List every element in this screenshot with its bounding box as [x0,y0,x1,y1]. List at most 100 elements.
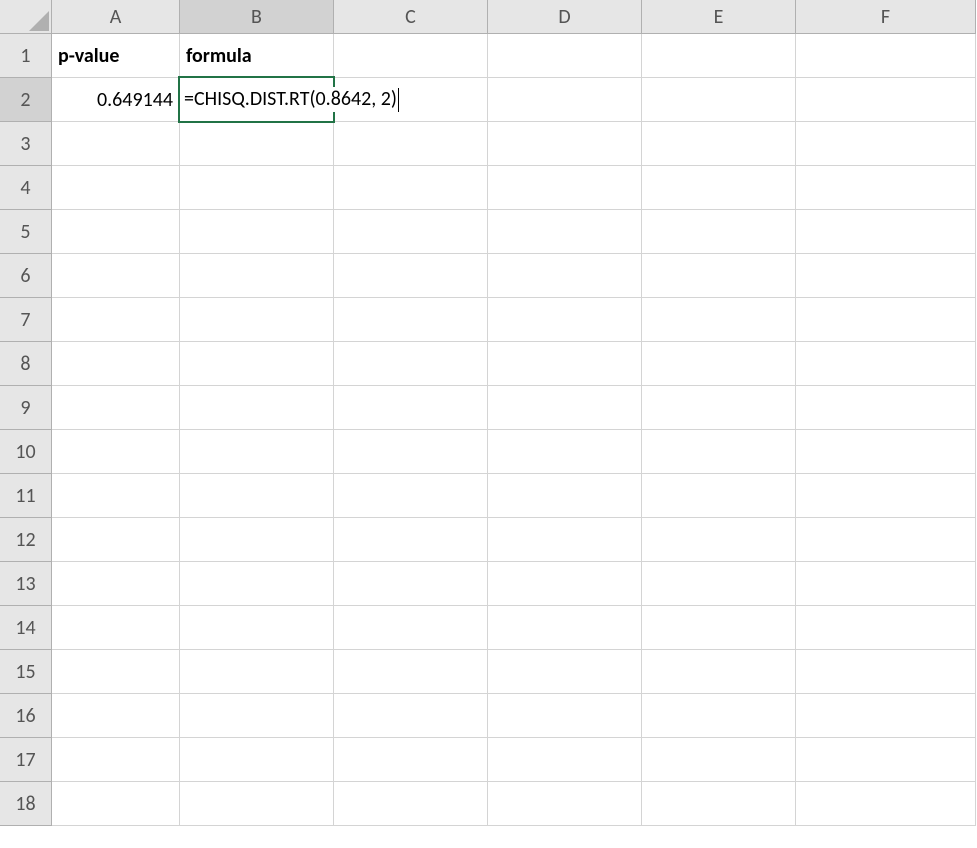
column-header-D[interactable]: D [488,0,642,34]
cell-E8[interactable] [642,342,796,386]
cell-F10[interactable] [796,430,976,474]
cell-D2[interactable] [488,78,642,122]
cell-B2[interactable]: =CHISQ.DIST.RT(0.8642, 2) [180,78,334,122]
row-header-3[interactable]: 3 [0,122,52,166]
cell-B18[interactable] [180,782,334,826]
cell-F1[interactable] [796,34,976,78]
cell-D4[interactable] [488,166,642,210]
cell-E10[interactable] [642,430,796,474]
cell-C4[interactable] [334,166,488,210]
cell-D12[interactable] [488,518,642,562]
cell-C6[interactable] [334,254,488,298]
cell-E6[interactable] [642,254,796,298]
cell-C14[interactable] [334,606,488,650]
cell-E16[interactable] [642,694,796,738]
column-header-A[interactable]: A [52,0,180,34]
cell-C7[interactable] [334,298,488,342]
cell-A12[interactable] [52,518,180,562]
cell-C8[interactable] [334,342,488,386]
cell-E14[interactable] [642,606,796,650]
row-header-8[interactable]: 8 [0,342,52,386]
cell-A10[interactable] [52,430,180,474]
select-all-corner[interactable] [0,0,52,34]
row-header-11[interactable]: 11 [0,474,52,518]
cell-F9[interactable] [796,386,976,430]
cell-D1[interactable] [488,34,642,78]
cell-D6[interactable] [488,254,642,298]
cell-E7[interactable] [642,298,796,342]
row-header-18[interactable]: 18 [0,782,52,826]
cell-A5[interactable] [52,210,180,254]
row-header-2[interactable]: 2 [0,78,52,122]
cell-E3[interactable] [642,122,796,166]
cell-A4[interactable] [52,166,180,210]
cell-F16[interactable] [796,694,976,738]
cell-C5[interactable] [334,210,488,254]
cell-B17[interactable] [180,738,334,782]
cell-D14[interactable] [488,606,642,650]
cell-A6[interactable] [52,254,180,298]
cell-A17[interactable] [52,738,180,782]
cell-B14[interactable] [180,606,334,650]
cell-F17[interactable] [796,738,976,782]
cell-B8[interactable] [180,342,334,386]
cell-D3[interactable] [488,122,642,166]
cell-F14[interactable] [796,606,976,650]
cell-F18[interactable] [796,782,976,826]
row-header-17[interactable]: 17 [0,738,52,782]
cell-F11[interactable] [796,474,976,518]
cell-B5[interactable] [180,210,334,254]
cell-E18[interactable] [642,782,796,826]
cell-A16[interactable] [52,694,180,738]
cell-D16[interactable] [488,694,642,738]
cell-C3[interactable] [334,122,488,166]
cell-E1[interactable] [642,34,796,78]
cell-B11[interactable] [180,474,334,518]
cell-D8[interactable] [488,342,642,386]
cell-B13[interactable] [180,562,334,606]
cell-E17[interactable] [642,738,796,782]
cell-B10[interactable] [180,430,334,474]
cell-B6[interactable] [180,254,334,298]
cell-A1[interactable]: p-value [52,34,180,78]
cell-B1[interactable]: formula [180,34,334,78]
cell-D7[interactable] [488,298,642,342]
column-header-F[interactable]: F [796,0,976,34]
cell-B4[interactable] [180,166,334,210]
cell-E15[interactable] [642,650,796,694]
cell-D15[interactable] [488,650,642,694]
cell-C17[interactable] [334,738,488,782]
cell-F15[interactable] [796,650,976,694]
cell-B16[interactable] [180,694,334,738]
row-header-12[interactable]: 12 [0,518,52,562]
cell-A13[interactable] [52,562,180,606]
cell-A2[interactable]: 0.649144 [52,78,180,122]
cell-B9[interactable] [180,386,334,430]
column-header-C[interactable]: C [334,0,488,34]
cell-E2[interactable] [642,78,796,122]
row-header-15[interactable]: 15 [0,650,52,694]
cell-F2[interactable] [796,78,976,122]
cell-E12[interactable] [642,518,796,562]
cell-D10[interactable] [488,430,642,474]
cell-C15[interactable] [334,650,488,694]
cell-C13[interactable] [334,562,488,606]
cell-D13[interactable] [488,562,642,606]
cell-A9[interactable] [52,386,180,430]
cell-C1[interactable] [334,34,488,78]
cell-D11[interactable] [488,474,642,518]
column-header-E[interactable]: E [642,0,796,34]
cell-A7[interactable] [52,298,180,342]
column-header-B[interactable]: B [180,0,334,34]
row-header-7[interactable]: 7 [0,298,52,342]
cell-D18[interactable] [488,782,642,826]
cell-C11[interactable] [334,474,488,518]
row-header-10[interactable]: 10 [0,430,52,474]
cell-C9[interactable] [334,386,488,430]
row-header-5[interactable]: 5 [0,210,52,254]
cell-F12[interactable] [796,518,976,562]
row-header-4[interactable]: 4 [0,166,52,210]
cell-C16[interactable] [334,694,488,738]
cell-F6[interactable] [796,254,976,298]
cell-A15[interactable] [52,650,180,694]
